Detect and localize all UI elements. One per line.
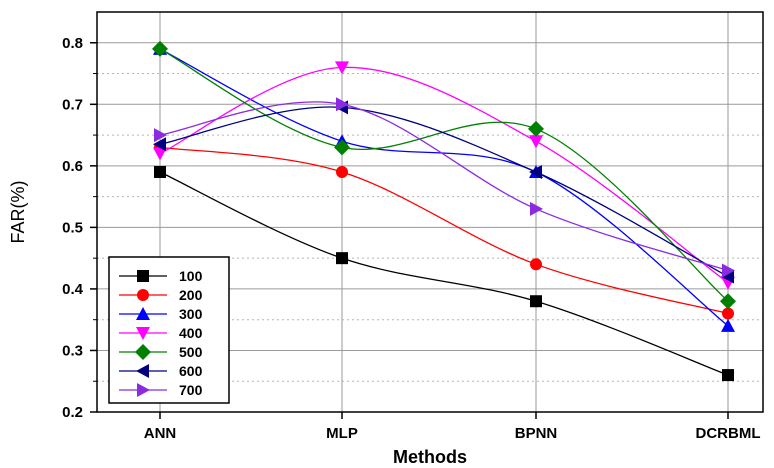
series-line-100 (159, 171, 729, 376)
y-tick-label: 0.6 (62, 158, 83, 175)
legend-marker-400 (136, 327, 150, 340)
legend-label-100: 100 (179, 268, 203, 284)
series-line-500 (159, 48, 729, 302)
y-axis-title: FAR(%) (8, 181, 28, 244)
data-point-700 (154, 128, 167, 143)
legend-box (108, 256, 230, 404)
data-point-200 (336, 166, 348, 178)
legend-label-200: 200 (179, 287, 203, 303)
legend-marker-300 (136, 307, 150, 320)
y-tick-label: 0.4 (62, 281, 84, 298)
data-point-100 (154, 166, 166, 178)
data-point-500 (720, 293, 736, 310)
series-line-300 (159, 48, 729, 327)
series-100 (154, 166, 734, 382)
series-line-400 (159, 66, 729, 284)
axes: 0.2 0.3 0.4 0.5 0.6 0.7 0.8 ANN MLP BPNN DCRBML (62, 35, 760, 442)
data-point-600 (529, 165, 542, 179)
data-point-200 (530, 258, 542, 271)
series-line-600 (159, 106, 729, 278)
legend-marker-700 (137, 383, 150, 397)
legend-marker-600 (136, 364, 149, 378)
legend-label-500: 500 (179, 344, 203, 360)
data-point-500 (528, 120, 544, 137)
legend-marker-500 (135, 344, 151, 360)
data-point-400 (529, 135, 543, 149)
data-point-700 (722, 263, 735, 278)
data-point-100 (722, 369, 734, 382)
data-point-600 (721, 269, 734, 284)
data-point-400 (153, 147, 167, 161)
data-point-200 (722, 307, 734, 320)
x-tick-label: ANN (144, 425, 177, 442)
data-point-500 (334, 139, 350, 156)
legend-label-400: 400 (179, 325, 203, 341)
data-point-700 (336, 97, 349, 112)
x-axis-title: Methods (393, 447, 467, 467)
series-line-200 (159, 146, 729, 315)
grid-lines (97, 12, 763, 412)
plot-frame (96, 11, 764, 413)
legend-marker-200 (137, 289, 149, 301)
series-line-700 (159, 101, 729, 272)
series-300 (153, 41, 735, 332)
series-layer (152, 40, 736, 382)
legend-marker-100 (137, 270, 149, 282)
legend-label-300: 300 (179, 306, 203, 322)
series-700 (154, 97, 735, 278)
legend-label-700: 700 (179, 382, 203, 398)
y-tick-label: 0.7 (62, 96, 83, 113)
data-point-100 (336, 252, 348, 265)
series-400 (153, 61, 735, 290)
data-point-600 (153, 137, 166, 152)
legend-label-600: 600 (179, 363, 203, 379)
data-point-300 (721, 318, 735, 332)
y-tick-label: 0.8 (62, 35, 83, 52)
data-point-100 (530, 295, 542, 308)
data-point-700 (530, 201, 543, 216)
y-tick-label: 0.2 (62, 404, 83, 421)
x-tick-label: DCRBML (696, 425, 761, 442)
data-point-400 (335, 61, 349, 75)
series-600 (153, 100, 734, 284)
y-tick-label: 0.3 (62, 342, 83, 359)
data-point-500 (152, 40, 168, 57)
series-500 (152, 40, 736, 310)
x-tick-label: MLP (326, 425, 358, 442)
y-tick-label: 0.5 (62, 219, 83, 236)
x-tick-label: BPNN (515, 425, 558, 442)
legend: 100 200 300 400 500 600 700 (108, 256, 230, 404)
